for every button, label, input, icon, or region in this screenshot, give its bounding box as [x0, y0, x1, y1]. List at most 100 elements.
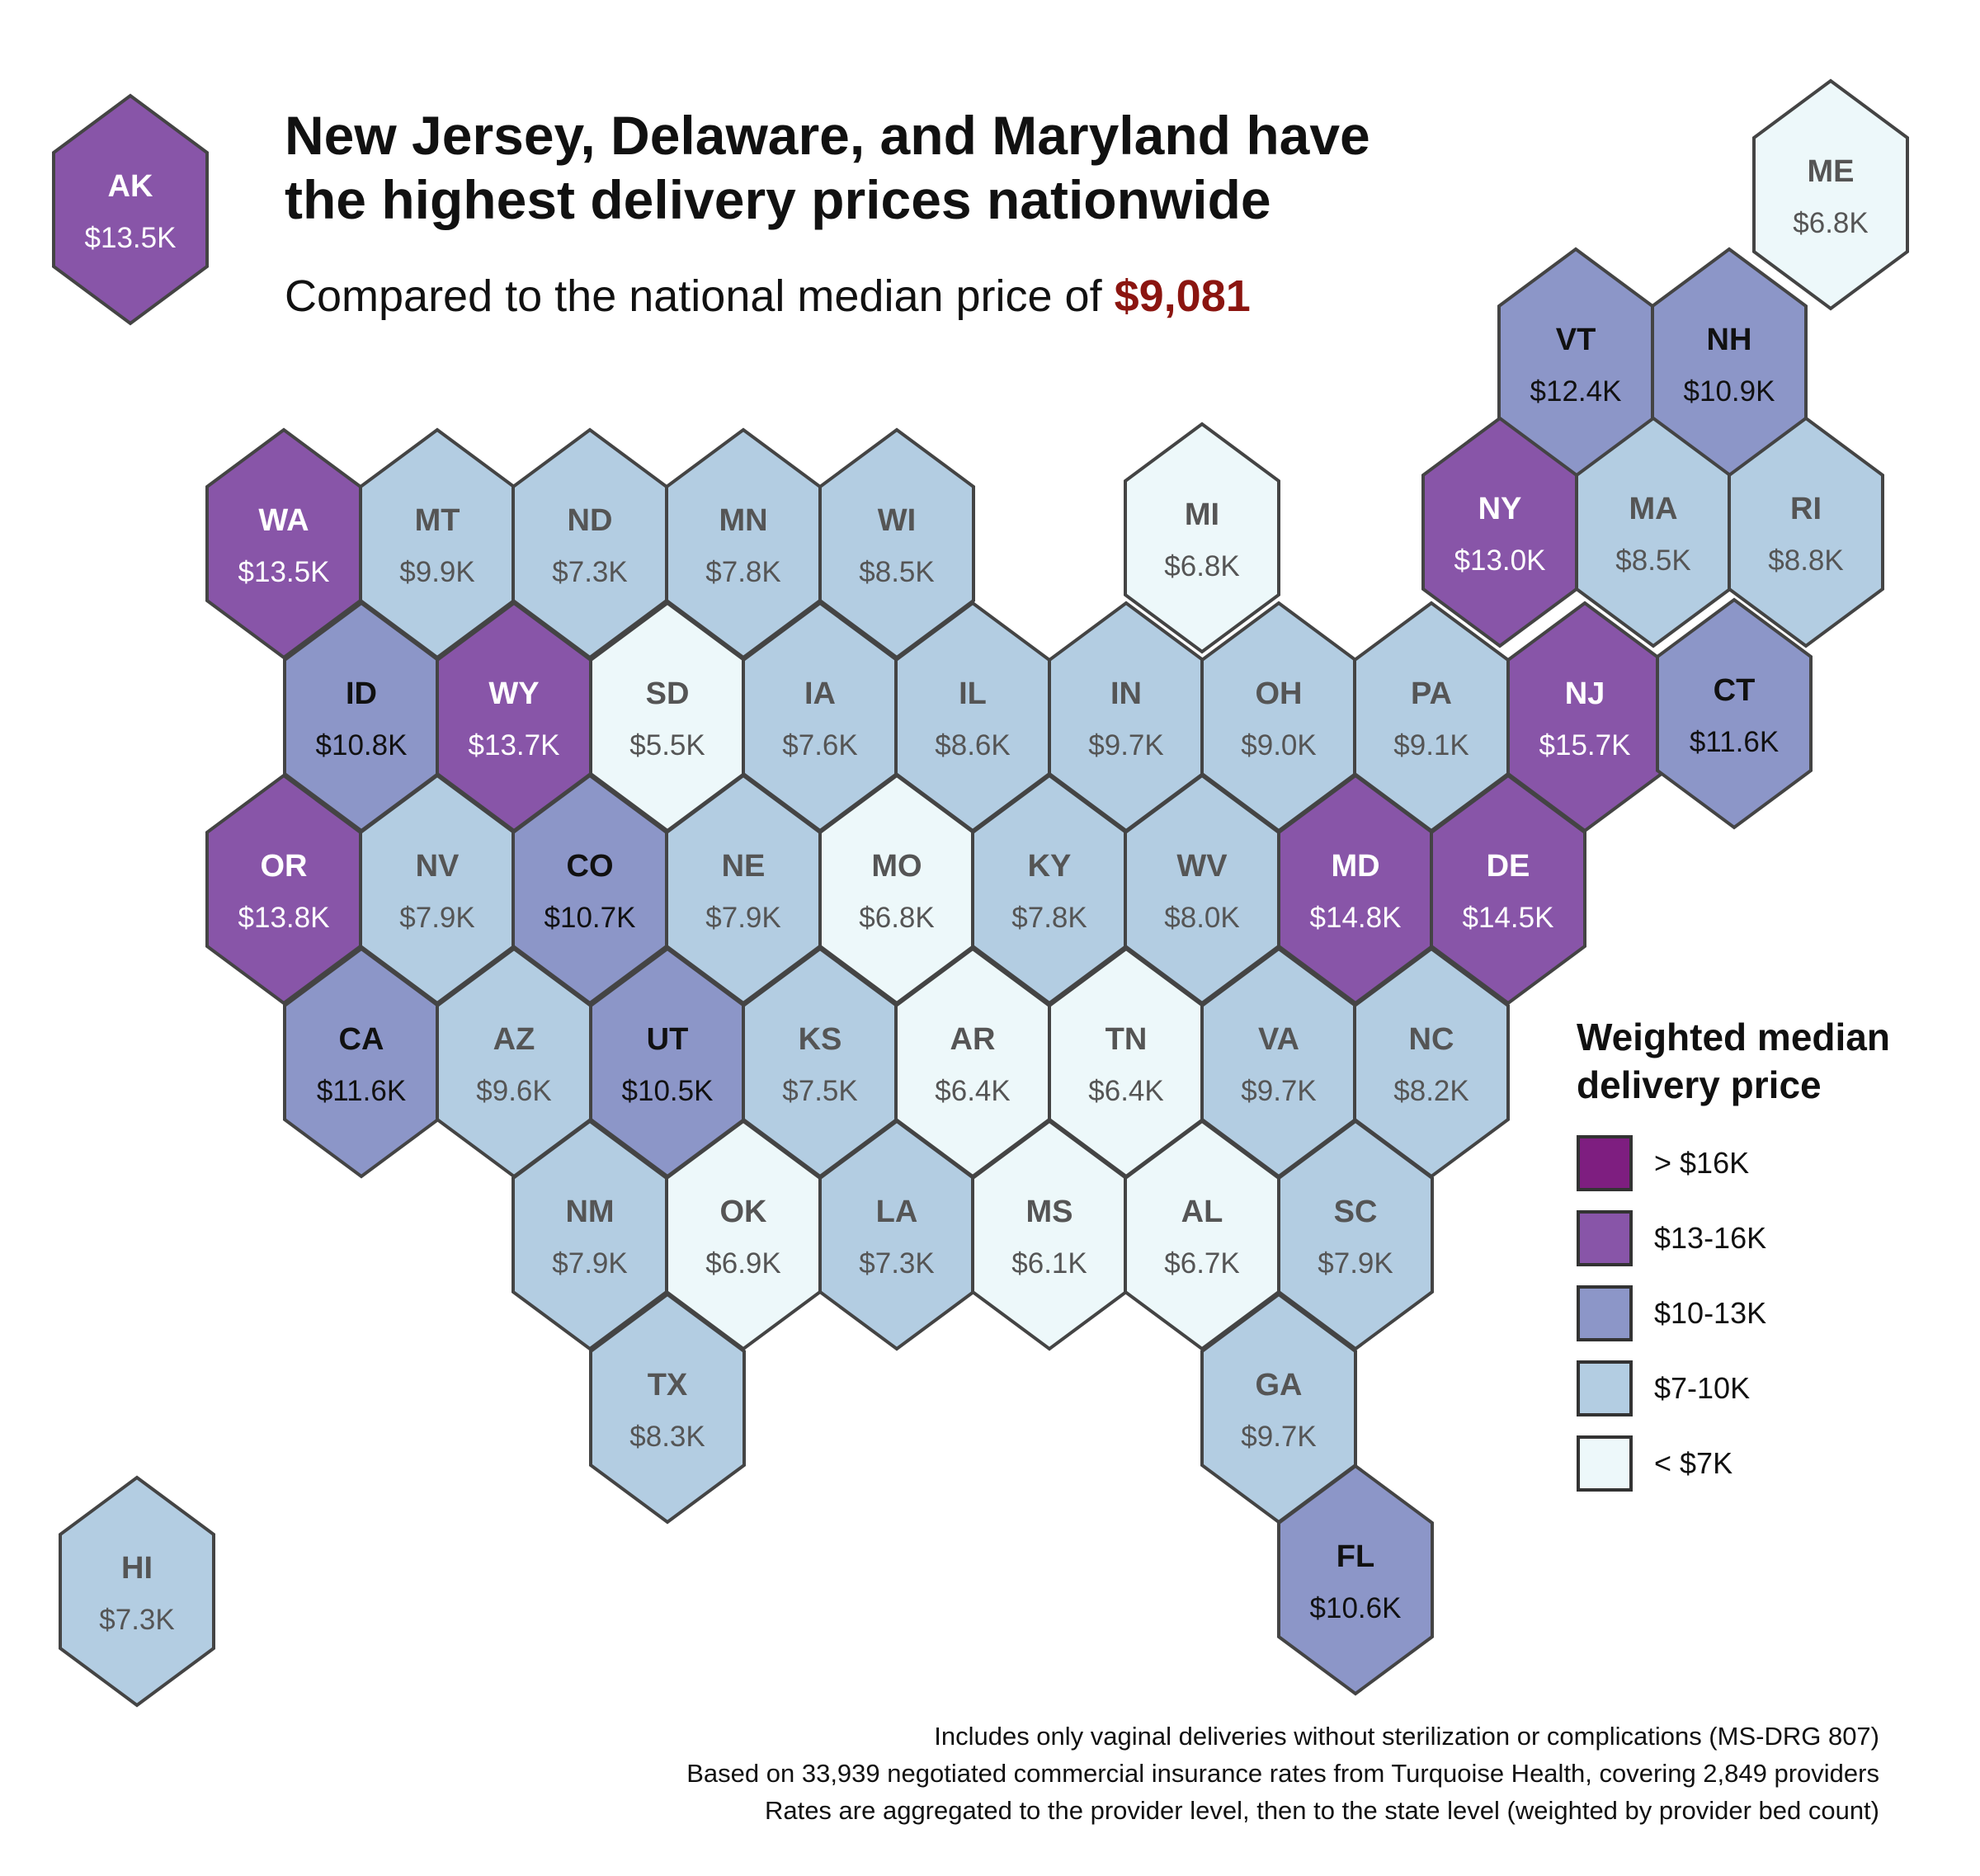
- state-hex: [1277, 1119, 1434, 1351]
- title-line-1: New Jersey, Delaware, and Maryland have: [285, 105, 1370, 166]
- legend-label: < $7K: [1654, 1445, 1733, 1480]
- state-tile-ma: MA $8.5K: [1575, 416, 1732, 648]
- state-price: $9.6K: [476, 1075, 551, 1107]
- state-price: $13.7K: [469, 729, 560, 761]
- state-tile-vt: VT $12.4K: [1497, 247, 1654, 479]
- state-tile-ak: AK $13.5K: [52, 93, 209, 326]
- legend-title-line-1: Weighted median: [1577, 1016, 1890, 1058]
- state-abbr: IA: [804, 676, 836, 711]
- state-tile-mn: MN $7.8K: [665, 427, 822, 660]
- state-abbr: NE: [722, 849, 766, 884]
- legend-swatch: [1577, 1284, 1633, 1341]
- state-price: $8.3K: [629, 1421, 705, 1453]
- legend-item: $13-16K: [1577, 1200, 1890, 1275]
- state-hex: [1656, 597, 1813, 830]
- state-abbr: MD: [1331, 849, 1379, 884]
- state-price: $7.3K: [552, 556, 627, 588]
- state-price: $6.8K: [1793, 207, 1868, 239]
- legend-title-line-2: delivery price: [1577, 1063, 1822, 1106]
- state-price: $9.9K: [399, 556, 474, 588]
- legend-swatch: [1577, 1360, 1633, 1416]
- footnote-line: Based on 33,939 negotiated commercial in…: [686, 1759, 1879, 1788]
- state-abbr: ME: [1808, 154, 1855, 189]
- state-abbr: CO: [567, 849, 614, 884]
- state-abbr: NV: [416, 849, 460, 884]
- state-abbr: OH: [1256, 676, 1303, 711]
- state-abbr: ID: [346, 676, 377, 711]
- state-price: $6.9K: [705, 1247, 780, 1280]
- state-abbr: DE: [1487, 849, 1530, 884]
- state-price: $7.8K: [705, 556, 780, 588]
- state-abbr: NM: [565, 1195, 614, 1229]
- state-abbr: WA: [258, 503, 309, 538]
- state-tile-wa: WA $13.5K: [205, 427, 362, 660]
- state-price: $14.8K: [1310, 902, 1402, 934]
- state-price: $12.4K: [1530, 375, 1622, 408]
- state-price: $7.3K: [99, 1604, 174, 1636]
- state-tile-ct: CT $11.6K: [1656, 597, 1813, 830]
- state-price: $6.4K: [1088, 1075, 1163, 1107]
- state-hex: [589, 1292, 746, 1525]
- state-price: $10.5K: [622, 1075, 714, 1107]
- state-hex: [59, 1475, 215, 1708]
- state-abbr: AK: [108, 169, 153, 204]
- legend-label: $7-10K: [1654, 1370, 1751, 1405]
- state-abbr: TN: [1106, 1022, 1148, 1057]
- legend-swatch: [1577, 1435, 1633, 1492]
- title-line-2: the highest delivery prices nationwide: [285, 169, 1271, 230]
- state-abbr: MO: [871, 849, 922, 884]
- legend-label: > $16K: [1654, 1145, 1750, 1180]
- state-abbr: NC: [1409, 1022, 1454, 1057]
- state-price: $7.5K: [782, 1075, 857, 1107]
- legend-item: $7-10K: [1577, 1350, 1890, 1426]
- legend: Weighted median delivery price > $16K $1…: [1577, 1013, 1890, 1501]
- state-price: $14.5K: [1463, 902, 1554, 934]
- legend-item: < $7K: [1577, 1426, 1890, 1501]
- legend-swatch: [1577, 1209, 1633, 1266]
- state-abbr: VT: [1556, 323, 1596, 357]
- state-tile-co: CO $10.7K: [512, 773, 668, 1006]
- chart-subtitle: Compared to the national median price of…: [285, 271, 1251, 322]
- state-price: $9.7K: [1241, 1075, 1316, 1107]
- state-tile-ga: GA $9.7K: [1200, 1292, 1357, 1525]
- state-price: $8.6K: [935, 729, 1010, 761]
- state-abbr: OK: [720, 1195, 768, 1229]
- state-tile-tx: TX $8.3K: [589, 1292, 746, 1525]
- state-tile-nh: NH $10.9K: [1651, 247, 1808, 479]
- state-tile-ky: KY $7.8K: [971, 773, 1128, 1006]
- state-abbr: WV: [1176, 849, 1228, 884]
- state-tile-va: VA $9.7K: [1200, 946, 1357, 1179]
- state-tile-de: DE $14.5K: [1430, 773, 1586, 1006]
- footnote-line: Includes only vaginal deliveries without…: [934, 1722, 1879, 1751]
- state-abbr: MN: [719, 503, 767, 538]
- state-tile-nv: NV $7.9K: [359, 773, 516, 1006]
- chart-title: New Jersey, Delaware, and Maryland have …: [285, 103, 1370, 232]
- state-tile-mi: MI $6.8K: [1124, 422, 1280, 654]
- state-tile-al: AL $6.7K: [1124, 1119, 1280, 1351]
- state-tile-hi: HI $7.3K: [59, 1475, 215, 1708]
- state-hex: [1752, 78, 1909, 311]
- state-abbr: AR: [950, 1022, 996, 1057]
- legend-label: $10-13K: [1654, 1295, 1767, 1330]
- state-tile-ny: NY $13.0K: [1421, 416, 1578, 648]
- state-abbr: MS: [1026, 1195, 1073, 1229]
- state-hex: [52, 93, 209, 326]
- state-price: $8.5K: [1615, 544, 1690, 577]
- state-price: $10.7K: [544, 902, 636, 934]
- state-price: $13.5K: [238, 556, 330, 588]
- state-tile-ca: CA $11.6K: [283, 946, 440, 1179]
- state-abbr: SC: [1334, 1195, 1378, 1229]
- state-price: $8.5K: [859, 556, 934, 588]
- state-abbr: NY: [1478, 492, 1522, 526]
- state-hex: [1277, 1464, 1434, 1696]
- state-tile-ar: AR $6.4K: [894, 946, 1051, 1179]
- state-abbr: TX: [648, 1368, 688, 1402]
- state-price: $7.3K: [859, 1247, 934, 1280]
- state-tile-nc: NC $8.2K: [1353, 946, 1510, 1179]
- state-price: $9.0K: [1241, 729, 1316, 761]
- state-price: $8.2K: [1393, 1075, 1468, 1107]
- state-abbr: NJ: [1565, 676, 1605, 711]
- state-abbr: IN: [1110, 676, 1142, 711]
- legend-title: Weighted median delivery price: [1577, 1013, 1890, 1109]
